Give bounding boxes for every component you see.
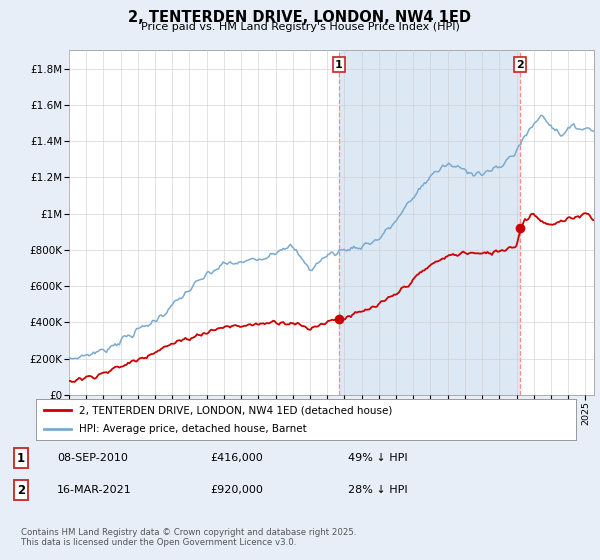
- Text: HPI: Average price, detached house, Barnet: HPI: Average price, detached house, Barn…: [79, 424, 307, 433]
- Text: 1: 1: [17, 451, 25, 465]
- Text: 2, TENTERDEN DRIVE, LONDON, NW4 1ED: 2, TENTERDEN DRIVE, LONDON, NW4 1ED: [128, 10, 472, 25]
- Text: 2: 2: [17, 484, 25, 497]
- Text: Contains HM Land Registry data © Crown copyright and database right 2025.
This d: Contains HM Land Registry data © Crown c…: [21, 528, 356, 548]
- Text: 49% ↓ HPI: 49% ↓ HPI: [348, 453, 407, 463]
- Text: 28% ↓ HPI: 28% ↓ HPI: [348, 486, 407, 495]
- Text: 2: 2: [516, 60, 524, 70]
- Text: Price paid vs. HM Land Registry's House Price Index (HPI): Price paid vs. HM Land Registry's House …: [140, 22, 460, 32]
- Bar: [339, 50, 520, 395]
- Text: £416,000: £416,000: [210, 453, 263, 463]
- Text: 1: 1: [335, 60, 343, 70]
- Text: 16-MAR-2021: 16-MAR-2021: [57, 486, 132, 495]
- Text: £920,000: £920,000: [210, 486, 263, 495]
- Text: 2, TENTERDEN DRIVE, LONDON, NW4 1ED (detached house): 2, TENTERDEN DRIVE, LONDON, NW4 1ED (det…: [79, 405, 392, 415]
- Text: 08-SEP-2010: 08-SEP-2010: [57, 453, 128, 463]
